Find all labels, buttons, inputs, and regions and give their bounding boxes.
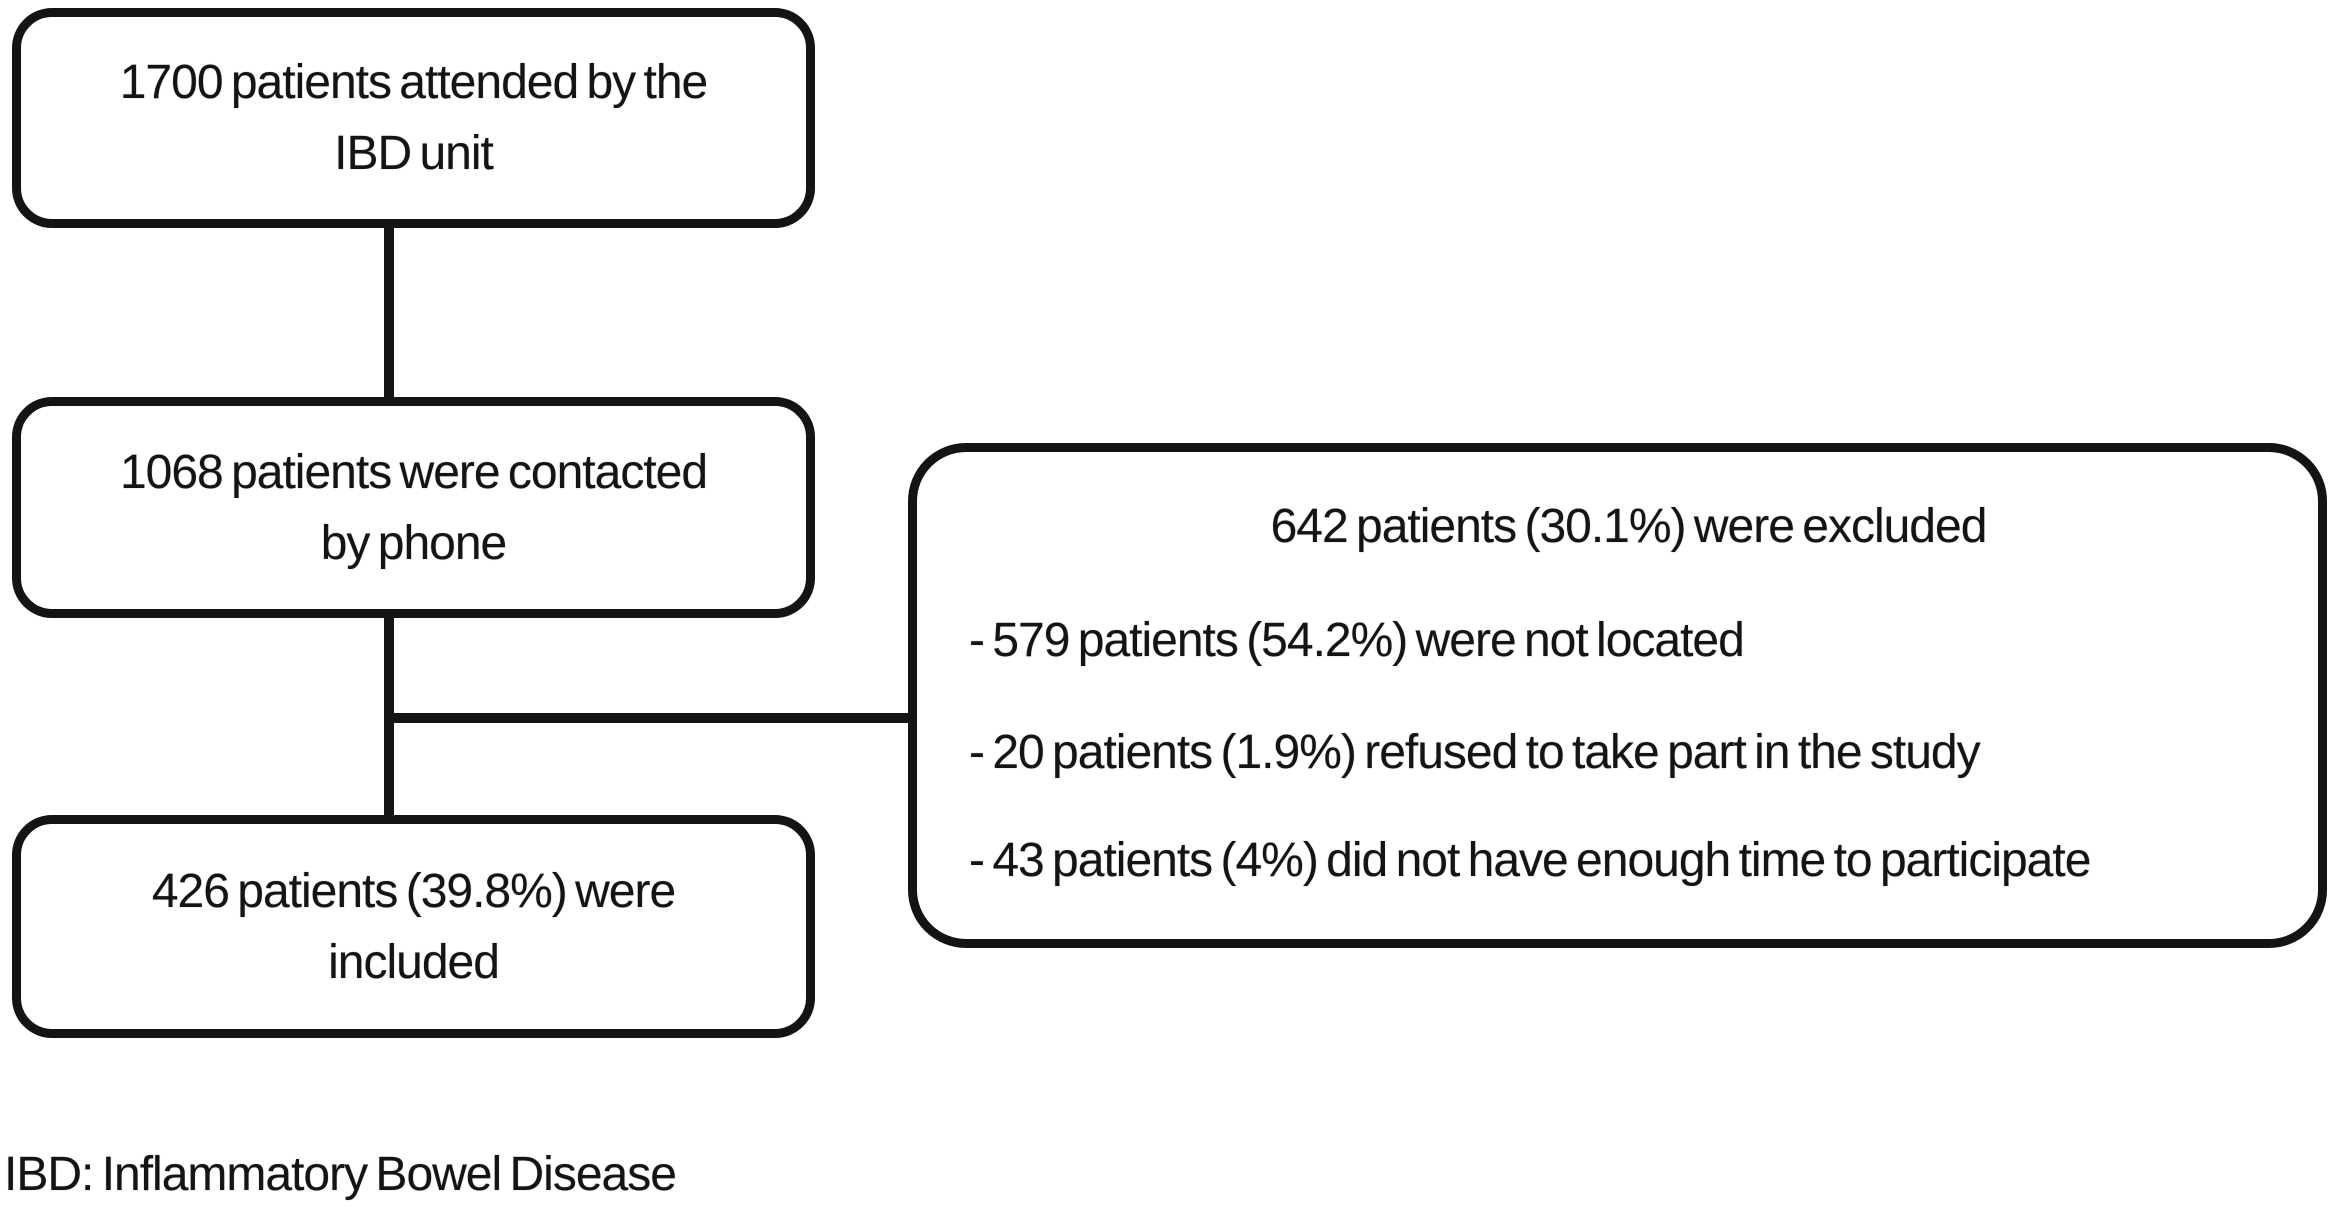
abbreviation-footnote: IBD: Inflammatory Bowel Disease bbox=[4, 1148, 677, 1201]
flow-box-included-line1: 426 patients (39.8%) were bbox=[151, 864, 676, 918]
flow-box-contacted: 1068 patients were contacted by phone bbox=[12, 397, 815, 618]
flow-box-attended-line2: IBD unit bbox=[334, 127, 494, 180]
flow-box-contacted-line1: 1068 patients were contacted bbox=[119, 445, 708, 499]
excluded-reason-not-located: - 579 patients (54.2%) were not located bbox=[969, 614, 1745, 667]
connector-branch-to-excluded bbox=[389, 713, 913, 723]
flow-box-contacted-line2: by phone bbox=[320, 516, 508, 570]
excluded-title: 642 patients (30.1%) were excluded bbox=[1270, 500, 1988, 553]
flow-box-included: 426 patients (39.8%) were included bbox=[12, 815, 815, 1038]
connector-attended-to-contacted bbox=[384, 224, 394, 401]
flow-box-excluded: 642 patients (30.1%) were excluded - 579… bbox=[908, 443, 2327, 948]
flow-box-included-line2: included bbox=[328, 935, 500, 989]
flow-box-attended: 1700 patients attended by the IBD unit bbox=[12, 8, 815, 228]
flow-box-attended-line1: 1700 patients attended by the bbox=[119, 56, 709, 109]
excluded-reason-refused: - 20 patients (1.9%) refused to take par… bbox=[969, 726, 1981, 779]
excluded-reason-no-time: - 43 patients (4%) did not have enough t… bbox=[969, 834, 2091, 887]
